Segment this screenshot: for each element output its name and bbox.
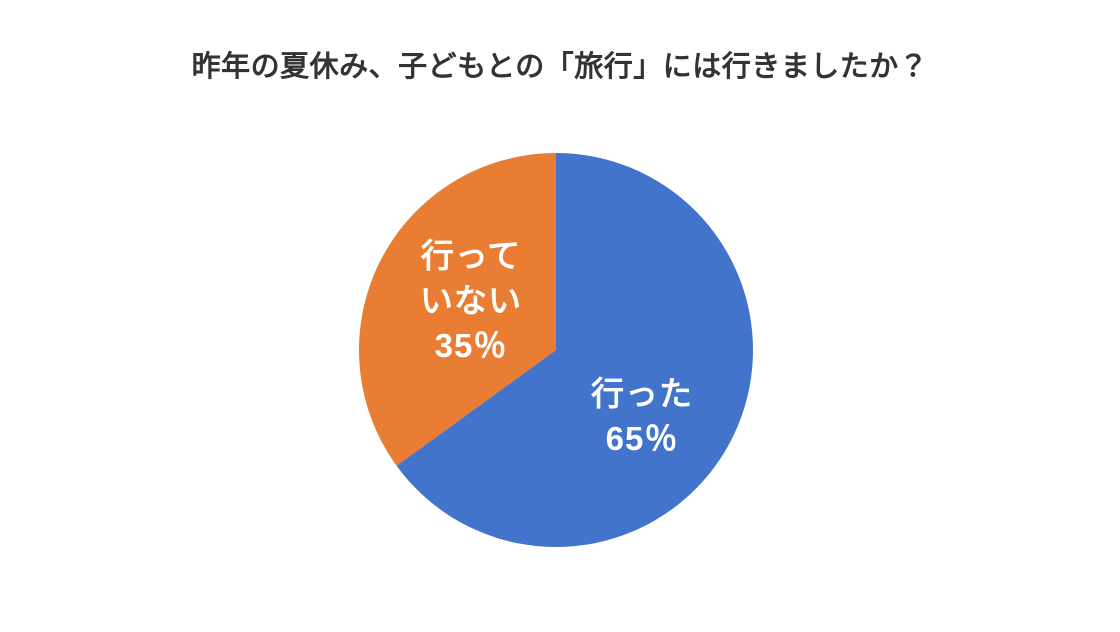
pie-slice-not-went[interactable] (359, 153, 556, 466)
pie-chart-svg (359, 153, 753, 547)
page-title: 昨年の夏休み、子どもとの「旅行」には行きましたか？ (191, 51, 929, 84)
pie-slice-went[interactable] (396, 153, 753, 547)
pie-chart (359, 153, 753, 547)
